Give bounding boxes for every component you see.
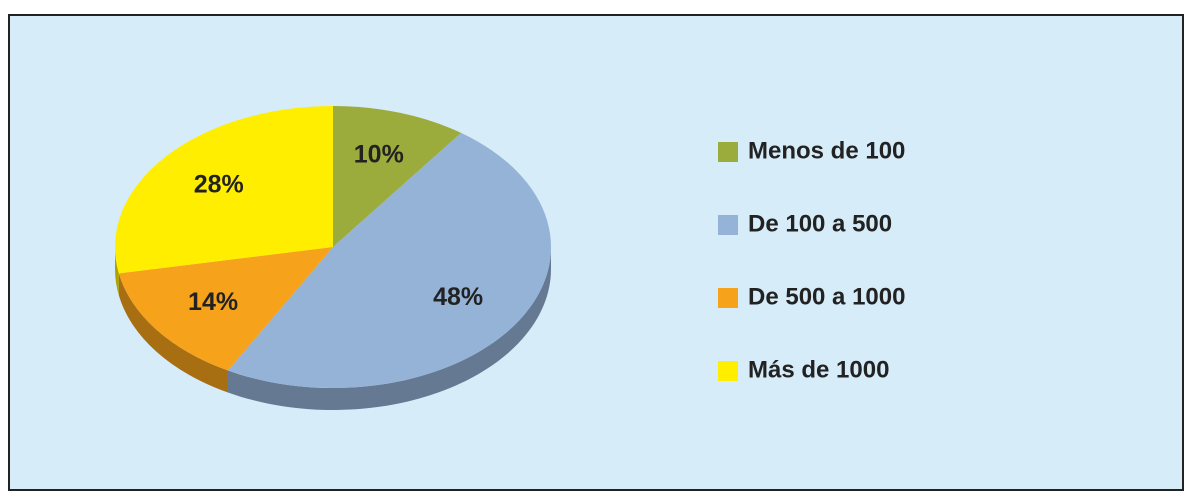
pie-slice	[114, 106, 333, 274]
pie-side	[118, 273, 228, 393]
pie-slice	[227, 132, 551, 388]
pie-slice	[333, 106, 462, 247]
slice-label: 10%	[354, 140, 404, 168]
legend-label: Menos de 100	[748, 137, 905, 164]
legend-swatch	[718, 288, 738, 308]
legend-label: De 500 a 1000	[748, 283, 905, 310]
pie-slice	[118, 247, 333, 371]
legend-swatch	[718, 215, 738, 235]
legend-swatch	[718, 361, 738, 381]
slice-label: 48%	[433, 283, 483, 311]
legend-label: De 100 a 500	[748, 210, 892, 237]
legend-label: Más de 1000	[748, 356, 889, 383]
slice-label: 14%	[188, 288, 238, 316]
slice-label: 28%	[194, 170, 244, 198]
pie-side	[115, 247, 119, 296]
legend-swatch	[718, 142, 738, 162]
pie-side	[227, 247, 551, 410]
